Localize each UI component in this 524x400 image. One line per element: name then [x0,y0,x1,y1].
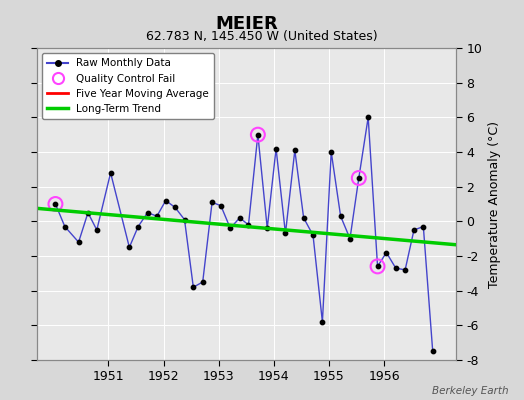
Point [208,199,216,206]
Point [152,213,161,219]
Point [382,249,390,256]
Point [61,223,69,230]
Point [272,145,280,152]
Point [364,114,373,120]
Point [374,263,382,270]
Point [51,201,60,207]
Point [189,284,198,290]
Point [429,348,437,354]
Point [355,175,363,181]
Point [134,223,143,230]
Point [281,230,290,237]
Point [144,210,152,216]
Point [336,213,345,219]
Point [254,132,262,138]
Point [263,225,271,232]
Point [217,202,225,209]
Point [346,236,354,242]
Title: MEIER: MEIER [215,14,278,32]
Point [51,201,60,207]
Text: 62.783 N, 145.450 W (United States): 62.783 N, 145.450 W (United States) [146,30,378,43]
Text: Berkeley Earth: Berkeley Earth [432,386,508,396]
Point [254,132,262,138]
Point [318,319,326,325]
Point [93,227,101,233]
Point [106,170,115,176]
Point [410,227,418,233]
Point [327,149,335,155]
Point [74,239,83,245]
Point [84,210,92,216]
Legend: Raw Monthly Data, Quality Control Fail, Five Year Moving Average, Long-Term Tren: Raw Monthly Data, Quality Control Fail, … [42,53,214,119]
Point [299,215,308,221]
Point [199,279,207,285]
Point [235,215,244,221]
Point [244,222,253,228]
Point [291,147,299,154]
Y-axis label: Temperature Anomaly (°C): Temperature Anomaly (°C) [488,120,501,288]
Point [171,204,179,211]
Point [355,175,363,181]
Point [180,216,189,223]
Point [401,267,409,273]
Point [391,265,400,271]
Point [226,225,234,232]
Point [125,244,134,250]
Point [161,197,170,204]
Point [309,232,317,238]
Point [419,223,428,230]
Point [374,263,382,270]
